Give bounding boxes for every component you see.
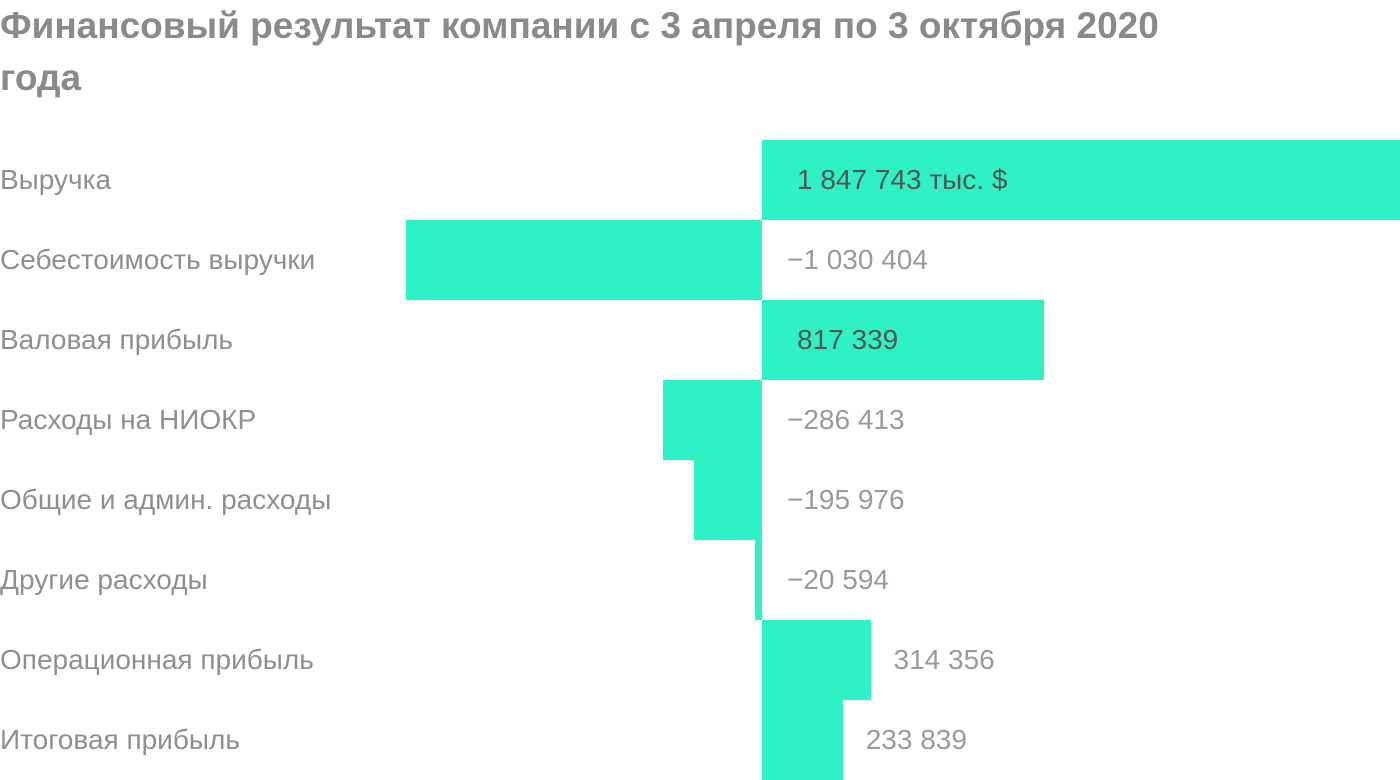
bar-6 [754, 540, 762, 620]
bar-3 [762, 300, 1045, 380]
category-label: Валовая прибыль [0, 324, 234, 355]
value-label: −195 976 [787, 484, 905, 515]
value-label: −286 413 [787, 404, 905, 435]
category-label: Операционная прибыль [0, 644, 314, 675]
category-label: Общие и админ. расходы [0, 484, 332, 515]
bar-4 [663, 380, 762, 460]
category-label: Себестоимость выручки [0, 244, 316, 275]
category-label: Выручка [0, 164, 112, 195]
category-label: Другие расходы [0, 564, 208, 595]
bar-5 [694, 460, 762, 540]
bar-8 [762, 700, 843, 780]
value-label: −20 594 [787, 564, 889, 595]
value-label: 817 339 [797, 324, 899, 355]
value-label: 233 839 [865, 724, 967, 755]
category-label: Итоговая прибыль [0, 724, 240, 755]
bar-7 [762, 620, 871, 700]
value-label: −1 030 404 [787, 244, 928, 275]
value-label: 314 356 [893, 644, 995, 675]
bar-1 [762, 140, 1400, 220]
bar-2 [406, 220, 762, 300]
category-label: Расходы на НИОКР [0, 404, 257, 435]
chart-title: Финансовый результат компании с 3 апреля… [0, 5, 1159, 98]
value-label: 1 847 743 тыс. $ [797, 164, 1008, 195]
